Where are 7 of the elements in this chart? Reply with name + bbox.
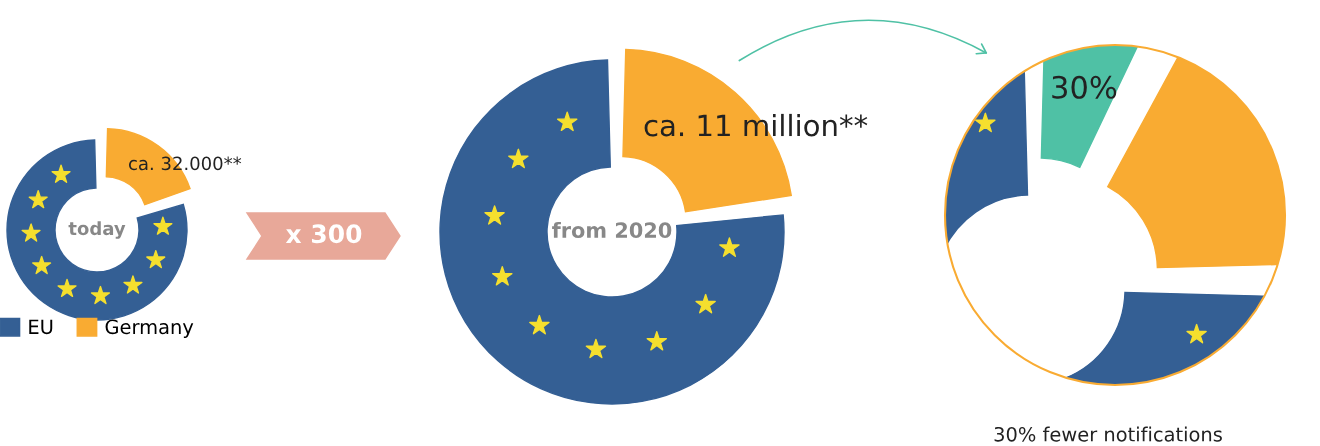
text: 30% <box>1052 75 1117 99</box>
text: today <box>68 221 126 239</box>
text: x 300 <box>285 224 362 244</box>
text: 30% fewer notifications <box>994 426 1222 442</box>
text: from 2020 <box>552 221 672 239</box>
legend-label: Germany <box>105 319 194 338</box>
legend-label: EU <box>29 319 53 335</box>
